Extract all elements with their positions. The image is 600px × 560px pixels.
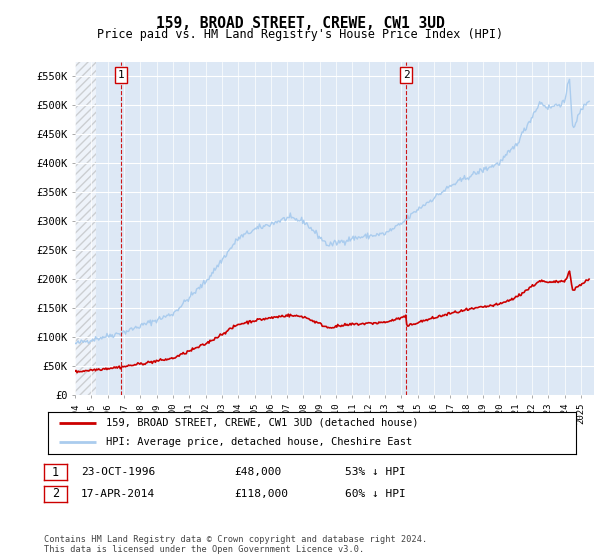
- Text: £48,000: £48,000: [234, 467, 281, 477]
- Text: Contains HM Land Registry data © Crown copyright and database right 2024.
This d: Contains HM Land Registry data © Crown c…: [44, 535, 427, 554]
- Text: 17-APR-2014: 17-APR-2014: [81, 489, 155, 499]
- Text: HPI: Average price, detached house, Cheshire East: HPI: Average price, detached house, Ches…: [106, 437, 412, 447]
- Text: 60% ↓ HPI: 60% ↓ HPI: [345, 489, 406, 499]
- Text: 1: 1: [52, 465, 59, 479]
- Text: 159, BROAD STREET, CREWE, CW1 3UD (detached house): 159, BROAD STREET, CREWE, CW1 3UD (detac…: [106, 418, 419, 428]
- Text: 23-OCT-1996: 23-OCT-1996: [81, 467, 155, 477]
- Text: Price paid vs. HM Land Registry's House Price Index (HPI): Price paid vs. HM Land Registry's House …: [97, 28, 503, 41]
- Text: 2: 2: [52, 487, 59, 501]
- Text: 53% ↓ HPI: 53% ↓ HPI: [345, 467, 406, 477]
- Text: 159, BROAD STREET, CREWE, CW1 3UD: 159, BROAD STREET, CREWE, CW1 3UD: [155, 16, 445, 31]
- Text: £118,000: £118,000: [234, 489, 288, 499]
- Text: 1: 1: [118, 70, 124, 80]
- Text: 2: 2: [403, 70, 410, 80]
